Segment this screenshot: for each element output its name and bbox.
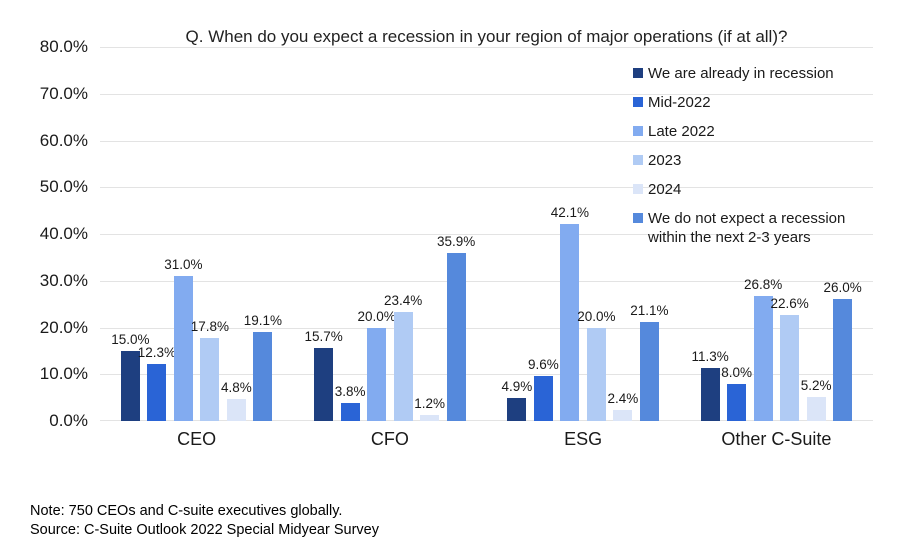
gridline — [100, 187, 873, 189]
bar-cfo-series-4 — [420, 415, 440, 421]
bar-esg-series-1 — [533, 376, 553, 421]
bar-value-label: 9.6% — [527, 357, 559, 373]
bar-ceo-series-0 — [120, 350, 140, 421]
legend-label: Mid-2022 — [648, 94, 711, 111]
gridline — [100, 140, 873, 142]
chart-title: Q. When do you expect a recession in you… — [185, 27, 788, 46]
legend-item: We are already in recession — [633, 64, 863, 83]
legend-label: 2023 — [648, 152, 682, 169]
bar-cfo-series-2 — [367, 327, 387, 421]
bar-value-label: 26.8% — [743, 276, 783, 292]
bar-value-label: 4.9% — [501, 379, 533, 395]
legend-item: Mid-2022 — [633, 93, 863, 112]
bar-value-label: 22.6% — [770, 296, 809, 312]
legend-item: 2024 — [633, 180, 863, 199]
legend-swatch — [633, 68, 643, 78]
legend-swatch — [633, 184, 643, 194]
bar-cfo-series-3 — [393, 311, 413, 421]
bar-value-label: 3.8% — [334, 384, 366, 400]
plot-area: 15.0% 12.3% 31.0% 17.8% 4.8% 19.1% 15.7% 3.8% 20… — [100, 47, 873, 421]
bar-value-label: 12.3% — [137, 344, 177, 360]
gridline — [100, 374, 873, 376]
bar-esg-series-4 — [613, 409, 633, 421]
bar-esg-series-0 — [507, 398, 527, 421]
bar-ceo-series-3 — [200, 337, 220, 421]
legend-item: We do not expect a recession within the … — [633, 209, 863, 247]
bar-value-label: 15.7% — [304, 328, 343, 344]
y-tick-label: 80.0% — [39, 37, 88, 56]
bar-value-label: 26.0% — [823, 280, 862, 296]
gridline — [100, 327, 873, 329]
x-category-label: CEO — [177, 429, 217, 449]
legend-swatch — [633, 126, 643, 136]
bar-value-label: 2.4% — [607, 390, 639, 406]
bar-value-label: 17.8% — [190, 318, 230, 334]
bar-value-label: 11.3% — [691, 349, 729, 365]
legend-swatch — [633, 97, 643, 107]
bar-value-label: 5.2% — [800, 377, 832, 393]
y-tick-label: 60.0% — [39, 130, 88, 150]
legend-label: Late 2022 — [648, 123, 715, 140]
bar-value-label: 4.8% — [220, 379, 252, 395]
y-tick-label: 40.0% — [39, 224, 88, 243]
bar-value-label: 23.4% — [383, 292, 423, 308]
bar-value-label: 31.0% — [164, 257, 203, 273]
bar-value-label: 21.1% — [630, 303, 669, 319]
x-category-label: CFO — [370, 429, 409, 449]
bar-other-c-suite-series-1 — [727, 383, 747, 421]
bar-other-c-suite-series-5 — [833, 299, 853, 421]
y-tick-label: 0.0% — [49, 411, 88, 430]
source-line: Source: C-Suite Outlook 2022 Special Mid… — [30, 522, 379, 538]
bar-cfo-series-0 — [314, 347, 334, 421]
bar-value-label: 20.0% — [577, 308, 616, 324]
x-category-label: ESG — [564, 429, 603, 449]
bar-other-c-suite-series-4 — [806, 396, 826, 421]
bar-other-c-suite-series-0 — [700, 368, 720, 421]
y-tick-label: 70.0% — [39, 83, 88, 103]
bar-value-label: 8.0% — [721, 364, 753, 380]
bar-esg-series-2 — [560, 224, 580, 421]
legend-swatch — [633, 155, 643, 165]
gridline — [100, 47, 873, 48]
bar-value-label: 15.0% — [111, 331, 150, 347]
note-line: Note: 750 CEOs and C-suite executives gl… — [30, 503, 343, 519]
legend-label: We are already in recession — [648, 65, 834, 82]
legend-label: We do not expect a recession within the … — [648, 210, 846, 246]
bar-other-c-suite-series-3 — [780, 315, 800, 421]
bar-value-label: 1.2% — [414, 396, 446, 412]
bar-value-label: 20.0% — [357, 308, 396, 324]
gridline — [100, 234, 873, 235]
gridline — [100, 280, 873, 282]
gridline — [100, 93, 873, 95]
bar-ceo-series-2 — [173, 276, 193, 421]
gridline — [100, 420, 873, 421]
bar-cfo-series-5 — [446, 253, 466, 421]
legend-item: 2023 — [633, 151, 863, 170]
y-tick-label: 30.0% — [39, 270, 88, 290]
bar-value-label: 35.9% — [436, 234, 476, 250]
legend-label: 2024 — [648, 181, 682, 198]
legend-swatch — [633, 213, 643, 223]
bar-value-label: 42.1% — [550, 205, 590, 221]
bar-value-label: 19.1% — [243, 312, 283, 328]
legend: We are already in recession Mid-2022 Late … — [633, 64, 863, 257]
bar-cfo-series-1 — [340, 403, 360, 421]
bar-ceo-series-4 — [226, 398, 246, 421]
y-tick-label: 10.0% — [39, 364, 88, 384]
bar-ceo-series-1 — [147, 363, 167, 421]
bar-other-c-suite-series-2 — [753, 295, 773, 421]
y-tick-label: 20.0% — [39, 317, 88, 337]
x-category-label: Other C-Suite — [721, 429, 832, 449]
chart-footnote: Note: 750 CEOs and C-suite executives gl… — [30, 502, 379, 540]
bar-esg-series-5 — [639, 322, 659, 421]
bar-ceo-series-5 — [253, 331, 273, 421]
legend-item: Late 2022 — [633, 122, 863, 141]
bar-esg-series-3 — [586, 327, 606, 421]
y-tick-label: 50.0% — [39, 177, 88, 197]
